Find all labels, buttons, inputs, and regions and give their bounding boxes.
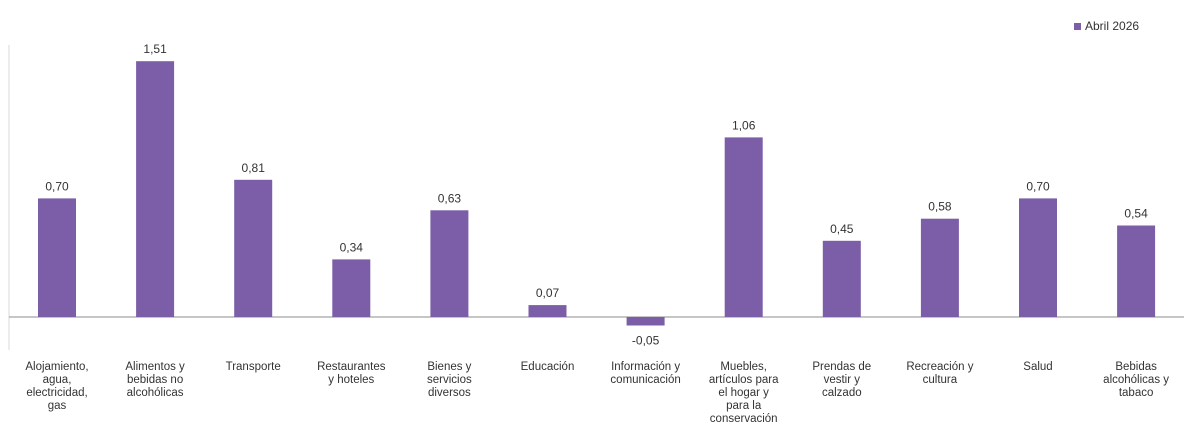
data-label-9: 0,58 (928, 200, 952, 214)
bar-7 (724, 137, 763, 317)
bar-0 (38, 198, 76, 317)
legend-swatch (1074, 22, 1081, 30)
bar-11 (1117, 225, 1156, 317)
bar-1 (136, 61, 175, 318)
data-label-10: 0,70 (1026, 179, 1050, 193)
data-label-5: 0,07 (536, 286, 560, 300)
data-label-2: 0,81 (242, 161, 266, 175)
data-label-3: 0,34 (340, 240, 364, 254)
category-label-1: Alimentos y bebidas no alcohólicas (125, 361, 185, 399)
bar-2 (234, 179, 273, 317)
category-label-0: Alojamiento, agua, electricidad, gas (25, 361, 89, 412)
category-label-3: Restaurantes y hoteles (317, 361, 386, 386)
data-label-4: 0,63 (438, 191, 462, 205)
category-label-6: Información y comunicación (610, 361, 681, 386)
category-label-4: Bienes y servicios diversos (427, 361, 472, 399)
bar-5 (528, 305, 567, 317)
data-label-11: 0,54 (1124, 207, 1148, 221)
legend: Abril 2026 (1074, 19, 1139, 33)
bar-10 (1019, 198, 1057, 317)
data-label-7: 1,06 (732, 118, 756, 132)
data-label-8: 0,45 (830, 222, 854, 236)
category-label-11: Bebidas alcohólicas y tabaco (1103, 361, 1170, 399)
bar-4 (430, 210, 469, 317)
category-label-5: Educación (520, 361, 575, 373)
data-label-1: 1,51 (143, 42, 167, 56)
category-label-9: Recreación y cultura (906, 361, 974, 386)
category-label-2: Transporte (225, 361, 281, 373)
data-label-6: -0,05 (632, 334, 660, 348)
bar-3 (332, 259, 371, 317)
legend-label: Abril 2026 (1085, 19, 1140, 33)
data-label-0: 0,70 (45, 179, 69, 193)
bar-9 (920, 218, 959, 317)
category-label-7: Muebles, artículos para el hogar y para … (708, 361, 779, 425)
bar-8 (822, 240, 861, 317)
category-label-10: Salud (1023, 361, 1053, 373)
category-label-8: Prendas de vestir y calzado (812, 361, 872, 399)
bar-6 (626, 317, 665, 326)
